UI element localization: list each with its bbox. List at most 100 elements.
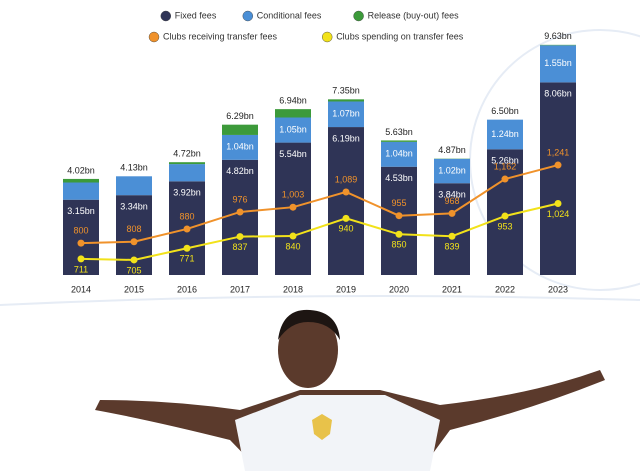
x-tick-label: 2017	[230, 284, 250, 294]
line-point	[289, 203, 297, 211]
segment-label: 5.54bn	[279, 149, 307, 159]
point-label: 1,162	[494, 161, 517, 171]
bar-segment	[169, 162, 205, 165]
bar-segment	[222, 124, 258, 135]
total-label: 4.87bn	[438, 145, 466, 155]
bar-segment	[328, 99, 364, 102]
segment-label: 6.19bn	[332, 133, 360, 143]
point-label: 808	[126, 224, 141, 234]
bar-segment	[328, 101, 364, 128]
line-point	[77, 255, 85, 263]
point-label: 800	[73, 226, 88, 236]
total-label: 7.35bn	[332, 86, 360, 96]
line-point	[501, 175, 509, 183]
segment-label: 1.05bn	[279, 124, 307, 134]
point-label: 839	[444, 242, 459, 252]
total-label: 6.50bn	[491, 106, 519, 116]
line-point	[77, 239, 85, 247]
bar-segment	[63, 199, 99, 275]
bar-segment	[63, 178, 99, 183]
x-tick-label: 2021	[442, 284, 462, 294]
plot-area: 3.15bn 3.34bn 3.92bn 4.82bn 5.54bn 6.19bn 4.53…	[63, 31, 576, 294]
bar-segment	[169, 164, 205, 182]
total-label: 6.29bn	[226, 111, 254, 121]
segment-label: 1.07bn	[332, 109, 360, 119]
point-label: 953	[497, 221, 512, 231]
point-label: 1,089	[335, 174, 358, 184]
total-label: 6.94bn	[279, 96, 307, 106]
total-label: 4.13bn	[120, 163, 148, 173]
bar-segment	[487, 119, 523, 150]
segment-label: 3.34bn	[120, 202, 148, 212]
legend-marker	[242, 10, 254, 22]
legend-label: Clubs receiving transfer fees	[163, 31, 278, 41]
legend-marker	[322, 31, 333, 43]
segment-label: 1.02bn	[438, 165, 466, 175]
x-tick-label: 2019	[336, 284, 356, 294]
segment-label: 4.82bn	[226, 166, 254, 176]
point-label: 771	[179, 254, 194, 264]
line	[80, 164, 559, 245]
segment-label: 1.04bn	[226, 142, 254, 152]
point-label: 1,024	[547, 209, 570, 219]
line-point	[554, 199, 562, 207]
bar-segment	[116, 176, 152, 196]
bar-segment	[275, 117, 311, 143]
line-point	[289, 232, 297, 240]
legend: Fixed fees Conditional fees Release (buy-o…	[148, 10, 464, 43]
total-label: 4.72bn	[173, 149, 201, 159]
point-label: 976	[232, 194, 247, 204]
legend-marker	[160, 10, 172, 22]
segment-label: 3.84bn	[438, 190, 466, 200]
legend-label: Fixed fees	[175, 10, 217, 20]
segment-label: 3.15bn	[67, 206, 95, 216]
x-tick-label: 2014	[71, 284, 91, 294]
segment-label: 8.06bn	[544, 89, 572, 99]
point-label: 1,003	[282, 190, 305, 200]
bar-segment	[381, 166, 417, 275]
point-label: 968	[444, 196, 459, 206]
line-point	[342, 214, 350, 222]
segment-label: 5.26bn	[491, 156, 519, 166]
legend-marker	[148, 31, 160, 43]
point-label: 711	[74, 264, 88, 274]
player-photo	[95, 309, 605, 471]
bar-segment	[328, 127, 364, 276]
segment-label: 1.55bn	[544, 58, 572, 68]
x-tick-label: 2022	[495, 284, 515, 294]
point-label: 1,241	[547, 147, 570, 157]
total-label: 4.02bn	[67, 165, 95, 175]
bar-segment	[434, 183, 470, 275]
point-label: 837	[232, 242, 247, 252]
line-point	[183, 244, 191, 252]
line-point	[395, 212, 403, 220]
bar-segment	[63, 182, 99, 200]
line	[80, 202, 559, 261]
bar-segment	[222, 159, 258, 275]
line-point	[130, 256, 138, 264]
line-point	[342, 188, 350, 196]
legend-marker	[353, 10, 364, 22]
line-point	[448, 209, 456, 217]
total-label: 9.63bn	[544, 31, 572, 41]
legend-label: Conditional fees	[257, 10, 322, 20]
bar-segment	[381, 141, 417, 167]
bar-segment	[487, 149, 523, 275]
line-point	[395, 230, 403, 238]
total-label: 5.63bn	[385, 127, 413, 137]
x-tick-label: 2018	[283, 284, 303, 294]
line-point	[236, 233, 244, 241]
point-label: 955	[391, 198, 406, 208]
segment-label: 4.53bn	[385, 173, 413, 183]
bar-segment	[222, 134, 258, 160]
line-point	[501, 212, 509, 220]
bar-segment	[540, 45, 576, 83]
segment-label: 1.04bn	[385, 149, 413, 159]
bar-segment	[275, 109, 311, 118]
line-point	[183, 225, 191, 233]
point-label: 850	[391, 240, 406, 250]
x-tick-label: 2015	[124, 284, 144, 294]
x-tick-label: 2020	[389, 284, 409, 294]
line-point	[236, 208, 244, 216]
